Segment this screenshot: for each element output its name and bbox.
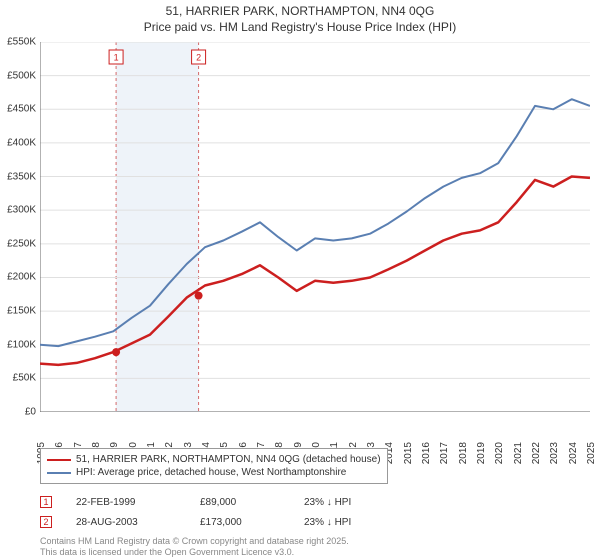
y-tick-label: £500K (7, 70, 36, 81)
x-tick-label: 2017 (439, 442, 450, 464)
svg-text:2: 2 (196, 52, 201, 62)
x-tick-label: 2024 (568, 442, 579, 464)
legend-label: 51, HARRIER PARK, NORTHAMPTON, NN4 0QG (… (76, 454, 381, 465)
y-tick-label: £550K (7, 37, 36, 48)
x-tick-label: 2015 (403, 442, 414, 464)
y-tick-label: £400K (7, 137, 36, 148)
y-tick-label: £50K (13, 373, 36, 384)
title-block: 51, HARRIER PARK, NORTHAMPTON, NN4 0QG P… (0, 0, 600, 35)
y-axis-labels: £0£50K£100K£150K£200K£250K£300K£350K£400… (0, 42, 38, 412)
x-tick-label: 2022 (531, 442, 542, 464)
y-tick-label: £150K (7, 306, 36, 317)
y-tick-label: £350K (7, 171, 36, 182)
y-tick-label: £450K (7, 104, 36, 115)
event-price: £89,000 (200, 497, 280, 508)
y-tick-label: £0 (25, 407, 36, 418)
footer: Contains HM Land Registry data © Crown c… (40, 536, 349, 558)
legend-row: 51, HARRIER PARK, NORTHAMPTON, NN4 0QG (… (47, 453, 381, 466)
chart-svg: 12 (40, 42, 590, 412)
x-tick-label: 2025 (586, 442, 597, 464)
x-axis-labels: 1995199619971998199920002001200220032004… (40, 414, 590, 444)
footer-line1: Contains HM Land Registry data © Crown c… (40, 536, 349, 547)
chart-container: 51, HARRIER PARK, NORTHAMPTON, NN4 0QG P… (0, 0, 600, 560)
events-table: 1 22-FEB-1999 £89,000 23% ↓ HPI 2 28-AUG-2003… (40, 492, 384, 532)
y-tick-label: £250K (7, 238, 36, 249)
x-tick-label: 2018 (458, 442, 469, 464)
title-line1: 51, HARRIER PARK, NORTHAMPTON, NN4 0QG (0, 4, 600, 20)
chart-area: 12 (40, 42, 590, 412)
y-tick-label: £100K (7, 339, 36, 350)
event-marker: 1 (40, 496, 52, 508)
event-diff: 23% ↓ HPI (304, 517, 384, 528)
x-tick-label: 2019 (476, 442, 487, 464)
legend-swatch (47, 472, 71, 474)
title-line2: Price paid vs. HM Land Registry's House … (0, 20, 600, 36)
event-price: £173,000 (200, 517, 280, 528)
legend-swatch (47, 459, 71, 461)
event-row: 2 28-AUG-2003 £173,000 23% ↓ HPI (40, 512, 384, 532)
event-marker: 2 (40, 516, 52, 528)
legend: 51, HARRIER PARK, NORTHAMPTON, NN4 0QG (… (40, 448, 388, 484)
svg-text:1: 1 (114, 52, 119, 62)
footer-line2: This data is licensed under the Open Gov… (40, 547, 349, 558)
event-row: 1 22-FEB-1999 £89,000 23% ↓ HPI (40, 492, 384, 512)
x-tick-label: 2020 (494, 442, 505, 464)
legend-row: HPI: Average price, detached house, West… (47, 466, 381, 479)
event-date: 22-FEB-1999 (76, 497, 176, 508)
x-tick-label: 2023 (549, 442, 560, 464)
x-tick-label: 2016 (421, 442, 432, 464)
legend-label: HPI: Average price, detached house, West… (76, 467, 346, 478)
y-tick-label: £300K (7, 205, 36, 216)
y-tick-label: £200K (7, 272, 36, 283)
event-diff: 23% ↓ HPI (304, 497, 384, 508)
x-tick-label: 2021 (513, 442, 524, 464)
event-date: 28-AUG-2003 (76, 517, 176, 528)
